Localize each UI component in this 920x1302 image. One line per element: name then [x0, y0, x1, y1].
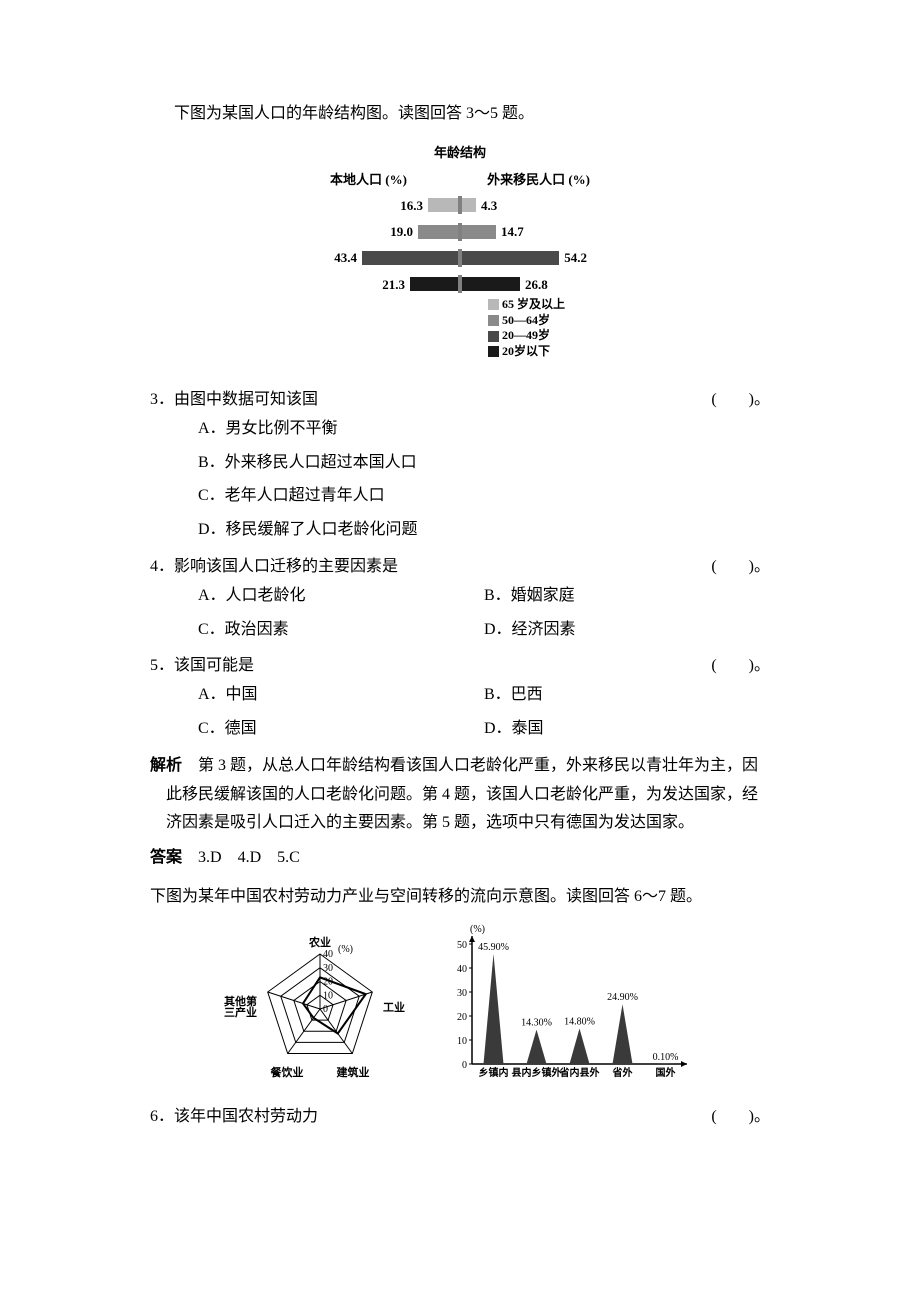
q3-option-b: B．外来移民人口超过本国人口 — [198, 449, 770, 478]
q5-option-c: C．德国 — [198, 715, 484, 744]
chart-title: 年龄结构 — [328, 141, 592, 164]
q4-blank: ( )。 — [691, 553, 770, 582]
q5-number: 5． — [150, 657, 174, 674]
q6-stem: 该年中国农村劳动力 — [174, 1108, 318, 1125]
analysis-text: 第 3 题，从总人口年龄结构看该国人口老龄化严重，外来移民以青壮年为主，因此移民… — [166, 757, 758, 832]
svg-text:50: 50 — [457, 940, 467, 951]
svg-text:0: 0 — [323, 1004, 328, 1015]
q4-option-b: B．婚姻家庭 — [484, 582, 770, 611]
q4-stem: 影响该国人口迁移的主要因素是 — [174, 558, 398, 575]
left-axis-label: 本地人口 (%) — [330, 168, 407, 191]
q5-stem: 该国可能是 — [174, 657, 254, 674]
svg-text:40: 40 — [457, 964, 467, 975]
bar-chart: 0 10 20 30 40 50(%) 45.90% 乡镇内 14.30% 县内乡镇外 14.80%… — [440, 924, 700, 1089]
svg-text:10: 10 — [323, 990, 333, 1001]
svg-text:0.10%: 0.10% — [653, 1052, 679, 1063]
radar-chart: 010203040(%)农业工业建筑业餐饮业其他第三产业 — [220, 924, 420, 1089]
q5-option-d: D．泰国 — [484, 715, 770, 744]
question-4: 4．影响该国人口迁移的主要因素是 ( )。 A．人口老龄化 B．婚姻家庭 C．政… — [150, 553, 770, 644]
q3-option-a: A．男女比例不平衡 — [198, 415, 770, 444]
pyramid-row: 43.4 54.2 — [328, 246, 592, 269]
svg-text:三产业: 三产业 — [224, 1005, 257, 1019]
q3-option-c: C．老年人口超过青年人口 — [198, 482, 770, 511]
q3-blank: ( )。 — [691, 386, 770, 415]
chart-legend: 65 岁及以上50—64岁20—49岁20岁以下 — [488, 297, 592, 359]
svg-text:餐饮业: 餐饮业 — [270, 1065, 304, 1079]
q3-option-d: D．移民缓解了人口老龄化问题 — [198, 516, 770, 545]
q4-option-d: D．经济因素 — [484, 616, 770, 645]
q6-number: 6． — [150, 1108, 174, 1125]
svg-text:县内乡镇外: 县内乡镇外 — [512, 1066, 562, 1079]
analysis-block: 解析 第 3 题，从总人口年龄结构看该国人口老龄化严重，外来移民以青壮年为主，因… — [150, 752, 770, 838]
q4-number: 4． — [150, 558, 174, 575]
svg-text:建筑业: 建筑业 — [337, 1065, 370, 1079]
q3-number: 3． — [150, 391, 174, 408]
right-axis-label: 外来移民人口 (%) — [487, 168, 590, 191]
q6-blank: ( )。 — [691, 1103, 770, 1132]
q5-option-b: B．巴西 — [484, 681, 770, 710]
svg-text:24.90%: 24.90% — [607, 992, 638, 1003]
svg-text:其他第: 其他第 — [224, 994, 257, 1008]
svg-text:14.30%: 14.30% — [521, 1017, 552, 1028]
svg-text:国外: 国外 — [656, 1066, 676, 1079]
question-5: 5．该国可能是 ( )。 A．中国 B．巴西 C．德国 D．泰国 — [150, 652, 770, 743]
intro-text-2: 下图为某年中国农村劳动力产业与空间转移的流向示意图。读图回答 6～7 题。 — [150, 883, 770, 912]
pyramid-row: 16.3 4.3 — [328, 194, 592, 217]
intro-text-1: 下图为某国人口的年龄结构图。读图回答 3～5 题。 — [150, 100, 770, 129]
svg-text:14.80%: 14.80% — [564, 1016, 595, 1027]
svg-text:40: 40 — [323, 949, 333, 960]
svg-text:(%): (%) — [470, 924, 485, 935]
svg-text:(%): (%) — [338, 944, 353, 955]
svg-text:工业: 工业 — [383, 1000, 405, 1014]
pyramid-row: 21.3 26.8 — [328, 273, 592, 296]
svg-text:20: 20 — [457, 1012, 467, 1023]
question-6: 6．该年中国农村劳动力 ( )。 — [150, 1103, 770, 1132]
age-structure-chart: 年龄结构 本地人口 (%) 外来移民人口 (%) 16.3 4.3 19.0 1… — [150, 141, 770, 368]
svg-text:乡镇内: 乡镇内 — [479, 1066, 509, 1079]
q3-stem: 由图中数据可知该国 — [174, 391, 318, 408]
svg-text:10: 10 — [457, 1036, 467, 1047]
q4-option-a: A．人口老龄化 — [198, 582, 484, 611]
q5-option-a: A．中国 — [198, 681, 484, 710]
svg-text:30: 30 — [457, 988, 467, 999]
question-3: 3．由图中数据可知该国 ( )。 A．男女比例不平衡 B．外来移民人口超过本国人… — [150, 386, 770, 545]
labor-transfer-charts: 0 10 20 30 40 (%) 农业工业建筑业 餐饮业 其他第三产业 0 10 20 30 40 50… — [150, 924, 770, 1089]
analysis-label: 解析 — [150, 757, 182, 774]
q5-blank: ( )。 — [691, 652, 770, 681]
svg-text:0: 0 — [462, 1060, 467, 1071]
answer-label: 答案 — [150, 849, 182, 866]
svg-text:农业: 农业 — [308, 935, 331, 949]
svg-text:省内县外: 省内县外 — [559, 1066, 600, 1079]
svg-text:30: 30 — [323, 963, 333, 974]
pyramid-row: 19.0 14.7 — [328, 220, 592, 243]
answer-text: 3.D 4.D 5.C — [182, 849, 300, 866]
q4-option-c: C．政治因素 — [198, 616, 484, 645]
svg-text:省外: 省外 — [612, 1066, 633, 1079]
answer-block: 答案 3.D 4.D 5.C — [150, 844, 770, 873]
svg-text:45.90%: 45.90% — [478, 942, 509, 953]
